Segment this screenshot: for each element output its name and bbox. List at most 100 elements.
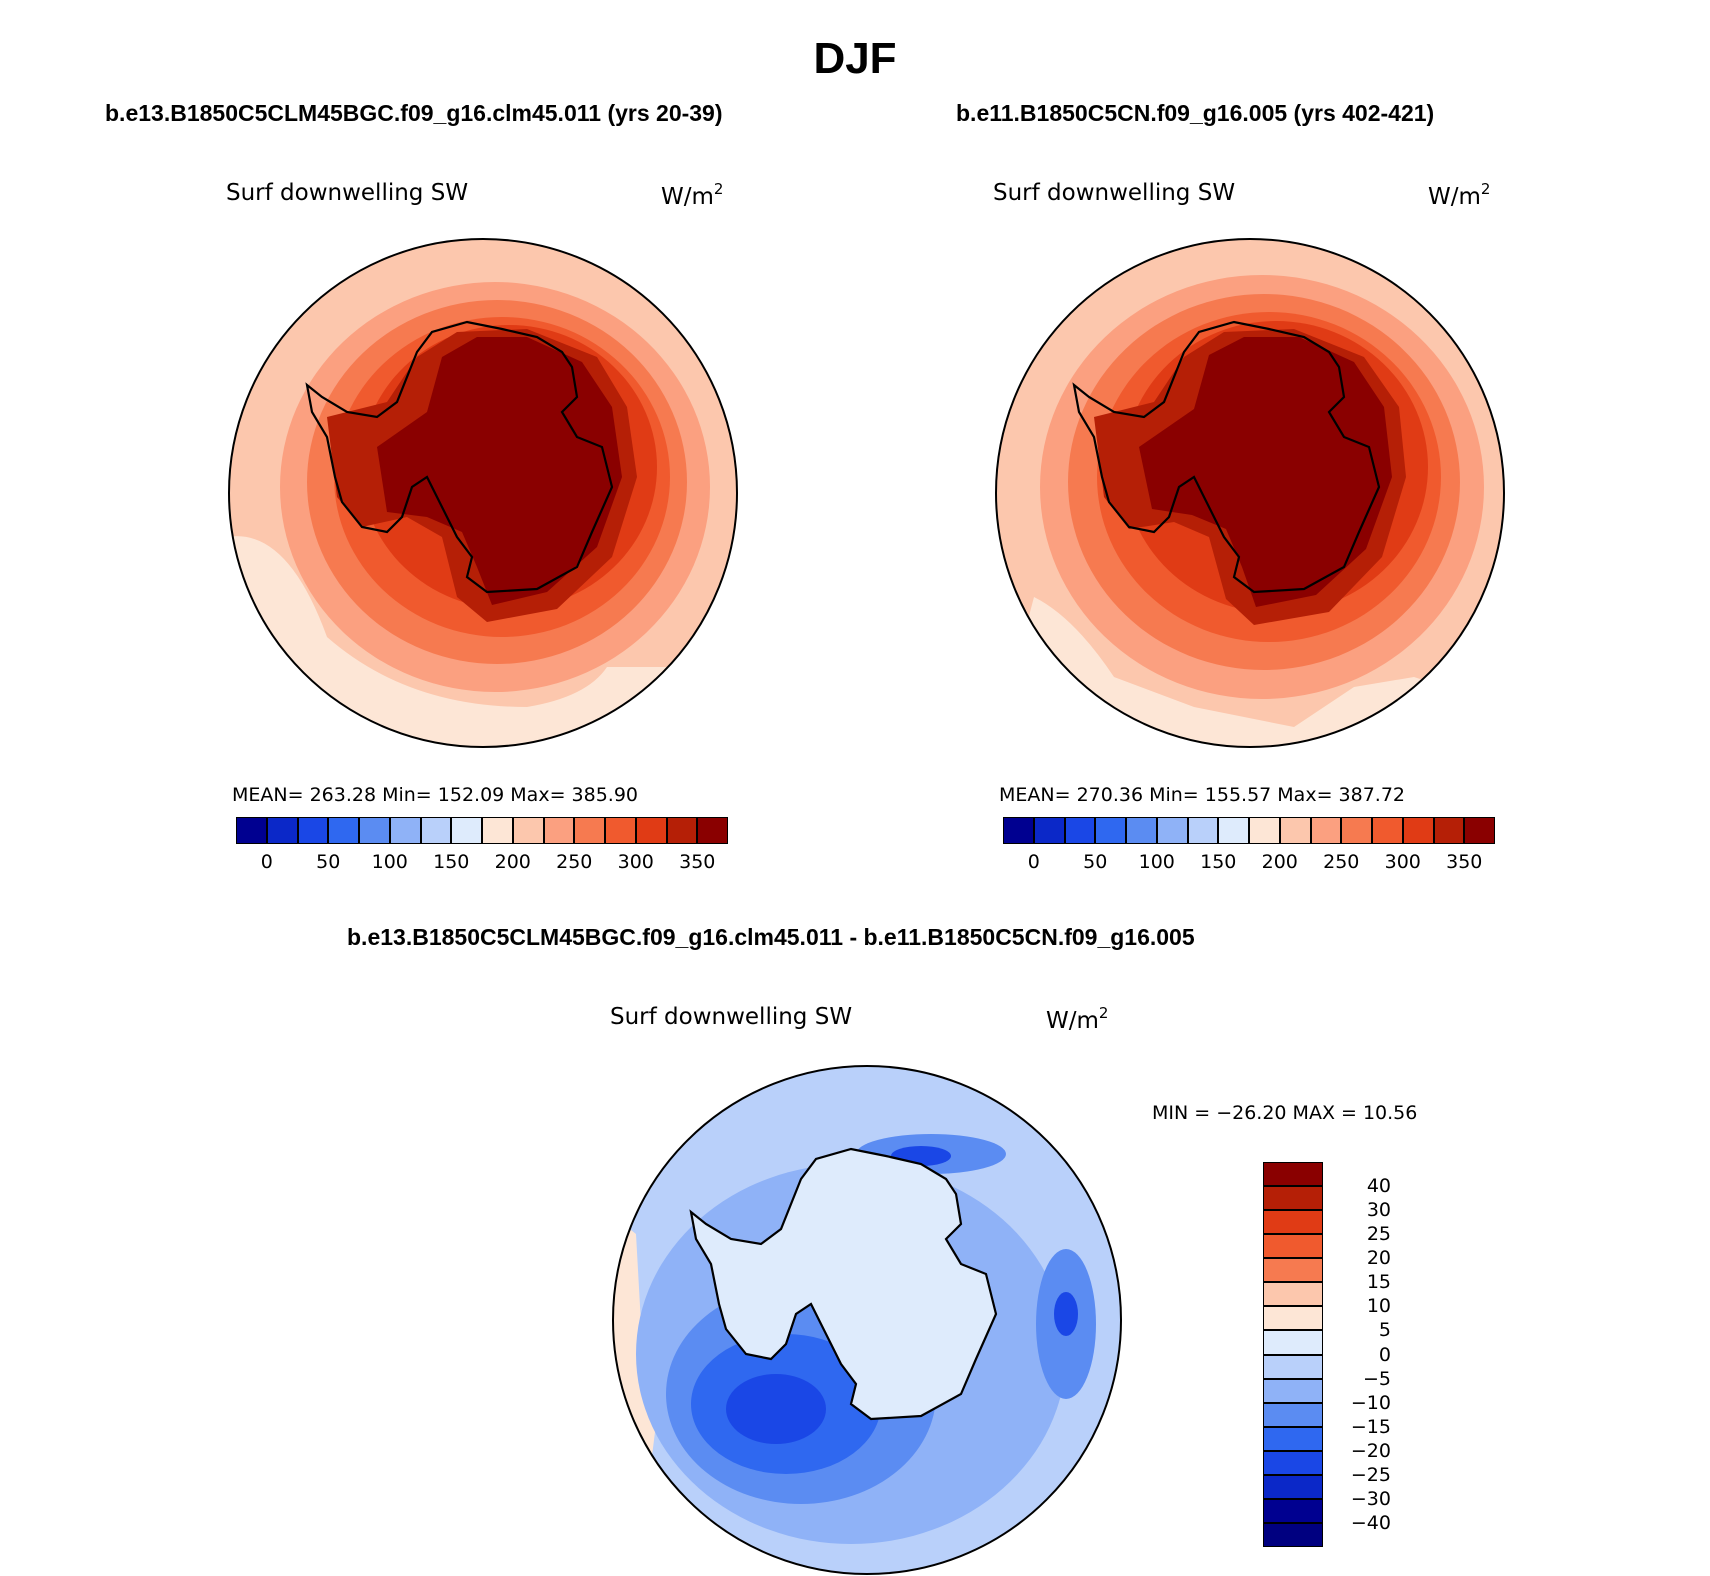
panel3-colorbar-tick: 10 bbox=[1366, 1295, 1391, 1318]
panel3-colorbar-box bbox=[1263, 1330, 1323, 1355]
panel2-colorbar-tick: 200 bbox=[1261, 851, 1298, 873]
panel2-colorbar-tick: 300 bbox=[1384, 851, 1421, 873]
panel3-colorbar-tick: 20 bbox=[1366, 1247, 1391, 1270]
panel3-colorbar-box bbox=[1263, 1498, 1323, 1523]
panel2-colorbar-box bbox=[1064, 817, 1096, 844]
panel3-colorbar-box bbox=[1263, 1234, 1323, 1259]
panel2-colorbar-box bbox=[1372, 817, 1403, 844]
panel2-colorbar-box bbox=[1126, 817, 1157, 844]
panel2-colorbar-box bbox=[1433, 817, 1465, 844]
panel1-colorbar-box bbox=[482, 817, 513, 844]
panel2-colorbar-box bbox=[1218, 817, 1249, 844]
panel3-colorbar-tick: −15 bbox=[1350, 1415, 1391, 1438]
panel2-colorbar-tick: 350 bbox=[1446, 851, 1483, 873]
panel3-colorbar-box bbox=[1263, 1162, 1323, 1187]
panel2-units-label: W/m2 bbox=[1428, 180, 1491, 210]
panel3-colorbar-box bbox=[1263, 1402, 1323, 1427]
panel3-colorbar-tick: −40 bbox=[1350, 1511, 1391, 1534]
panel3-colorbar-box bbox=[1263, 1450, 1323, 1475]
panel2-field-375 bbox=[1139, 337, 1392, 607]
panel1-case-title: b.e13.B1850C5CLM45BGC.f09_g16.clm45.011 … bbox=[105, 100, 723, 126]
panel2-field-pale bbox=[996, 597, 1504, 747]
panel3-colorbar-box bbox=[1263, 1282, 1323, 1307]
panel1-colorbar-tick: 250 bbox=[556, 851, 593, 873]
panel3-field-neg25 bbox=[726, 1374, 826, 1444]
panel2-colorbar-tick: 50 bbox=[1083, 851, 1108, 873]
panel3-colorbar-box bbox=[1263, 1186, 1323, 1211]
panel1-colorbar-box bbox=[512, 817, 544, 844]
panel1-colorbar-box bbox=[605, 817, 636, 844]
panel1-colorbar-tick: 100 bbox=[371, 851, 408, 873]
panel1-colorbar-box bbox=[635, 817, 667, 844]
panel2-colorbar: 0 50 100 150 200 250 300 350 bbox=[1003, 817, 1495, 873]
panel3-colorbar-tick: −5 bbox=[1362, 1367, 1391, 1390]
panel3-colorbar-box bbox=[1263, 1474, 1323, 1499]
panel1-colorbar-box bbox=[236, 817, 267, 844]
panel1-colorbar-box bbox=[328, 817, 359, 844]
panel3-colorbar-tick: 5 bbox=[1378, 1319, 1391, 1342]
panel2-colorbar-box bbox=[1003, 817, 1034, 844]
panel2-colorbar-tick: 0 bbox=[1027, 851, 1040, 873]
panel3-stats: MIN = −26.20 MAX = 10.56 bbox=[1152, 1102, 1418, 1124]
panel1-colorbar-box bbox=[389, 817, 421, 844]
panel1-map-border bbox=[228, 238, 738, 748]
panel3-colorbar-tick: −30 bbox=[1350, 1487, 1391, 1510]
panel1-colorbar-box bbox=[420, 817, 452, 844]
panel3-colorbar-box bbox=[1263, 1354, 1323, 1379]
panel1-colorbar-tick: 350 bbox=[679, 851, 716, 873]
panel3-field-continent bbox=[691, 1149, 996, 1419]
panel3-colorbar-tick: 0 bbox=[1378, 1343, 1391, 1366]
panel3-colorbar-tick: 40 bbox=[1366, 1175, 1391, 1198]
panel3-colorbar-box bbox=[1263, 1378, 1323, 1403]
panel1-units-label: W/m2 bbox=[661, 180, 724, 210]
panel2-colorbar-tick: 250 bbox=[1323, 851, 1360, 873]
panel1-colorbar-box bbox=[451, 817, 482, 844]
panel3-colorbar-box bbox=[1263, 1258, 1323, 1283]
panel2-colorbar-tick: 100 bbox=[1138, 851, 1175, 873]
panel3-colorbar-box bbox=[1263, 1306, 1323, 1331]
panel3-coastline bbox=[689, 1147, 998, 1421]
panel1-colorbar-tick: 200 bbox=[494, 851, 531, 873]
panel1-field-375 bbox=[377, 337, 622, 605]
panel3-colorbar: 40 30 25 20 15 10 5 0 −5 −10 −15 −20 −25 −30 −40 bbox=[1263, 1162, 1391, 1547]
panel1-colorbar-box bbox=[359, 817, 390, 844]
panel1-colorbar-box bbox=[666, 817, 698, 844]
panel1-colorbar-box bbox=[543, 817, 575, 844]
panel3-colorbar-tick: 25 bbox=[1366, 1223, 1391, 1246]
panel2-colorbar-box bbox=[1341, 817, 1372, 844]
panel1-colorbar-tick: 50 bbox=[316, 851, 341, 873]
panel1-colorbar-tick: 300 bbox=[617, 851, 654, 873]
panel2-colorbar-tick: 150 bbox=[1200, 851, 1237, 873]
panel2-variable-label: Surf downwelling SW bbox=[993, 180, 1236, 206]
panel3-colorbar-tick: −20 bbox=[1350, 1439, 1391, 1462]
panel2-colorbar-box bbox=[1033, 817, 1065, 844]
panel2-colorbar-box bbox=[1310, 817, 1342, 844]
panel1-colorbar-tick: 150 bbox=[433, 851, 470, 873]
panel2-colorbar-box bbox=[1402, 817, 1434, 844]
panel3-polar-map bbox=[612, 1065, 1122, 1575]
panel1-colorbar-box bbox=[697, 817, 728, 844]
panel1-coastline bbox=[305, 320, 614, 594]
page-title: DJF bbox=[813, 34, 897, 83]
panel1-colorbar-box bbox=[574, 817, 605, 844]
panel1-field-pale bbox=[229, 536, 737, 747]
panel2-colorbar-box bbox=[1249, 817, 1280, 844]
panel3-colorbar-box bbox=[1263, 1522, 1323, 1547]
panel2-colorbar-box bbox=[1279, 817, 1311, 844]
panel2-colorbar-box bbox=[1187, 817, 1219, 844]
panel2-coastline bbox=[1072, 320, 1381, 594]
panel3-field-e-core bbox=[1054, 1292, 1078, 1336]
panel3-colorbar-tick: −25 bbox=[1350, 1463, 1391, 1486]
panel1-polar-map bbox=[228, 238, 738, 748]
panel1-colorbar-box bbox=[297, 817, 329, 844]
panel2-colorbar-box bbox=[1095, 817, 1126, 844]
panel3-colorbar-tick: −10 bbox=[1350, 1391, 1391, 1414]
panel1-stats: MEAN= 263.28 Min= 152.09 Max= 385.90 bbox=[232, 784, 639, 806]
panel2-case-title: b.e11.B1850C5CN.f09_g16.005 (yrs 402-421… bbox=[956, 100, 1435, 126]
panel3-colorbar-tick: 30 bbox=[1366, 1199, 1391, 1222]
panel3-colorbar-box bbox=[1263, 1210, 1323, 1235]
panel2-stats: MEAN= 270.36 Min= 155.57 Max= 387.72 bbox=[999, 784, 1406, 806]
panel3-case-title: b.e13.B1850C5CLM45BGC.f09_g16.clm45.011 … bbox=[347, 924, 1195, 950]
panel1-colorbar-tick: 0 bbox=[260, 851, 273, 873]
panel3-colorbar-tick: 15 bbox=[1366, 1271, 1391, 1294]
